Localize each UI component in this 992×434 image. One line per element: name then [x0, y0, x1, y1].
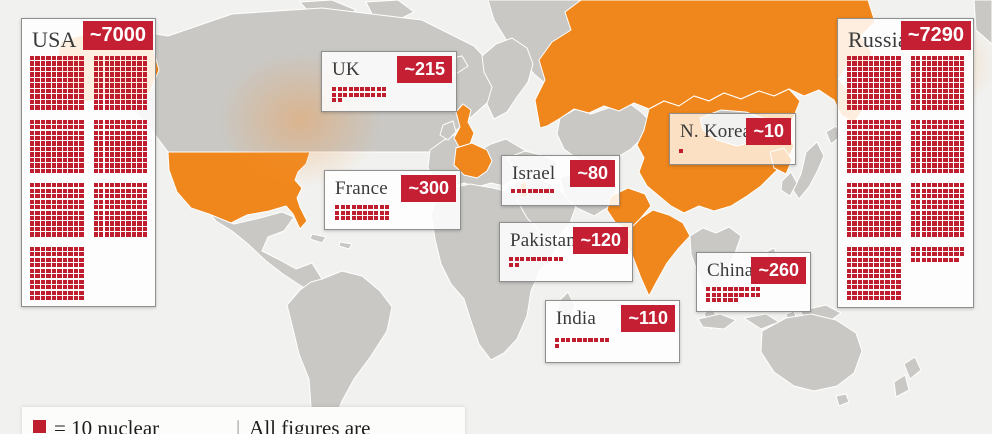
country-box-russia: Russia ~7290 [837, 18, 974, 308]
country-box-pakistan: Pakistan ~120 [499, 222, 633, 282]
legend-separator: | [235, 416, 241, 434]
map-region-japan [792, 141, 825, 200]
warhead-grid-india [555, 338, 610, 348]
legend-note: All figures are approximate. [249, 416, 371, 434]
warhead-count-badge-russia: ~7290 [900, 21, 971, 50]
map-region-new-zealand [893, 374, 910, 398]
warhead-grid-north-korea [679, 149, 733, 154]
map-region-india [624, 209, 691, 297]
warhead-grid-france [335, 205, 390, 221]
map-region-new-zealand [903, 356, 922, 380]
warhead-grid-pakistan [509, 257, 564, 267]
warhead-count-badge-usa: ~7000 [82, 21, 153, 50]
warhead-count-badge-uk: ~215 [397, 56, 452, 83]
warhead-count-badge-france: ~300 [401, 175, 456, 202]
map-region-east-edge [973, 0, 992, 45]
warhead-count-badge-north-korea: ~10 [746, 118, 791, 145]
warhead-grid-israel [511, 189, 565, 194]
warhead-count-badge-india: ~110 [621, 305, 675, 332]
map-region-uk [453, 103, 475, 148]
country-label-israel: Israel [512, 163, 556, 184]
country-box-china: China ~260 [696, 252, 811, 312]
map-region-indonesia [697, 313, 737, 330]
country-label-pakistan: Pakistan [510, 230, 576, 251]
country-label-india: India [556, 308, 597, 329]
country-label-china: China [707, 260, 754, 281]
country-box-israel: Israel ~80 [501, 155, 620, 206]
map-region-south-korea [780, 171, 798, 197]
country-label-north-korea: N. Korea [680, 121, 752, 142]
map-region-caribbean [309, 233, 327, 244]
legend: = 10 nuclear warheads | All figures are … [22, 407, 465, 434]
legend-text: = 10 nuclear warheads [54, 416, 160, 434]
warhead-count-badge-china: ~260 [751, 257, 806, 284]
warhead-grid-china [706, 287, 761, 303]
country-box-north-korea: N. Korea ~10 [669, 113, 796, 165]
warhead-grid-russia [847, 56, 965, 301]
map-region-mexico-central-america [209, 211, 335, 302]
country-box-india: India ~110 [545, 300, 680, 363]
warhead-grid-uk [332, 87, 387, 103]
country-box-uk: UK ~215 [321, 51, 457, 112]
country-label-uk: UK [332, 59, 360, 80]
country-label-usa: USA [32, 27, 77, 52]
legend-square-icon [33, 420, 46, 433]
country-label-russia: Russia [848, 27, 908, 52]
map-region-tasmania [835, 393, 850, 407]
country-box-usa: USA ~7000 [21, 18, 156, 307]
warhead-count-badge-pakistan: ~120 [573, 227, 628, 254]
map-region-australia [760, 313, 863, 392]
map-region-russia [534, 0, 876, 129]
country-box-france: France ~300 [324, 170, 461, 230]
warhead-grid-usa [30, 56, 148, 301]
warhead-count-badge-israel: ~80 [570, 160, 615, 187]
map-region-ireland [439, 120, 457, 141]
map-region-usa [167, 151, 311, 230]
map-region-arctic-islands [365, 0, 415, 23]
map-region-south-america [286, 270, 393, 430]
country-label-france: France [335, 178, 388, 199]
map-region-caribbean [338, 241, 353, 250]
map-region-france [453, 142, 493, 179]
map-region-scandinavia [481, 37, 534, 120]
